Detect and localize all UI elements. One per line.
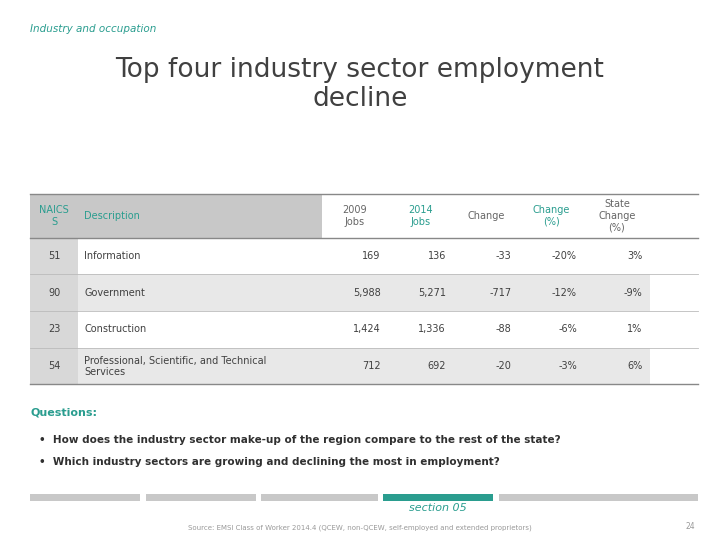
Text: Change: Change: [467, 211, 505, 221]
Bar: [453, 311, 518, 348]
Text: 24: 24: [685, 522, 695, 531]
Bar: [387, 348, 453, 384]
Bar: [518, 348, 584, 384]
Text: Construction: Construction: [84, 325, 146, 334]
Bar: [323, 348, 387, 384]
Bar: [323, 238, 387, 274]
Text: 1,336: 1,336: [418, 325, 446, 334]
Bar: [584, 348, 649, 384]
Bar: [453, 348, 518, 384]
Bar: [30, 274, 78, 311]
Text: •  How does the industry sector make-up of the region compare to the rest of the: • How does the industry sector make-up o…: [39, 435, 560, 445]
Bar: [146, 494, 256, 501]
Text: 5,271: 5,271: [418, 288, 446, 298]
Text: -3%: -3%: [558, 361, 577, 371]
Text: 169: 169: [362, 251, 380, 261]
Text: Top four industry sector employment
decline: Top four industry sector employment decl…: [116, 57, 604, 112]
Text: Change
(%): Change (%): [533, 205, 570, 227]
Text: State
Change
(%): State Change (%): [598, 199, 636, 233]
Text: 136: 136: [428, 251, 446, 261]
Text: 3%: 3%: [627, 251, 642, 261]
Bar: [584, 194, 649, 238]
Text: -20: -20: [495, 361, 511, 371]
Bar: [584, 311, 649, 348]
Bar: [453, 238, 518, 274]
Text: 51: 51: [48, 251, 60, 261]
Text: Description: Description: [84, 211, 140, 221]
Text: NAICS
S: NAICS S: [40, 205, 69, 227]
Text: 1,424: 1,424: [353, 325, 380, 334]
Text: Government: Government: [84, 288, 145, 298]
Bar: [499, 494, 698, 501]
Text: -12%: -12%: [552, 288, 577, 298]
Text: -6%: -6%: [558, 325, 577, 334]
Text: 2014
Jobs: 2014 Jobs: [408, 205, 433, 227]
Bar: [518, 238, 584, 274]
Bar: [323, 274, 387, 311]
Bar: [387, 238, 453, 274]
Text: -9%: -9%: [624, 288, 642, 298]
Bar: [323, 311, 387, 348]
Bar: [518, 194, 584, 238]
Text: 2009
Jobs: 2009 Jobs: [343, 205, 367, 227]
Bar: [383, 494, 493, 501]
Bar: [78, 274, 323, 311]
Bar: [78, 311, 323, 348]
Text: 90: 90: [48, 288, 60, 298]
Bar: [30, 494, 140, 501]
Bar: [78, 348, 323, 384]
Text: Information: Information: [84, 251, 140, 261]
Bar: [453, 194, 518, 238]
Text: 54: 54: [48, 361, 60, 371]
Text: 712: 712: [362, 361, 380, 371]
Text: Industry and occupation: Industry and occupation: [30, 24, 157, 35]
Text: -88: -88: [495, 325, 511, 334]
Bar: [387, 194, 453, 238]
Text: 692: 692: [428, 361, 446, 371]
Text: Source: EMSI Class of Worker 2014.4 (QCEW, non-QCEW, self-employed and extended : Source: EMSI Class of Worker 2014.4 (QCE…: [188, 525, 532, 531]
Text: 5,988: 5,988: [353, 288, 380, 298]
Bar: [518, 311, 584, 348]
Bar: [78, 238, 323, 274]
Bar: [30, 194, 323, 238]
Bar: [30, 238, 78, 274]
Text: section 05: section 05: [409, 503, 467, 514]
Bar: [584, 238, 649, 274]
Text: Professional, Scientific, and Technical
Services: Professional, Scientific, and Technical …: [84, 355, 266, 377]
Bar: [30, 311, 78, 348]
Text: 23: 23: [48, 325, 60, 334]
Text: •  Which industry sectors are growing and declining the most in employment?: • Which industry sectors are growing and…: [39, 457, 500, 467]
Bar: [261, 494, 378, 501]
Text: -33: -33: [495, 251, 511, 261]
Bar: [323, 194, 387, 238]
Bar: [584, 274, 649, 311]
Bar: [30, 348, 78, 384]
Text: Questions:: Questions:: [30, 407, 97, 417]
Bar: [518, 274, 584, 311]
Bar: [387, 274, 453, 311]
Text: 1%: 1%: [627, 325, 642, 334]
Bar: [387, 311, 453, 348]
Bar: [453, 274, 518, 311]
Text: -20%: -20%: [552, 251, 577, 261]
Text: -717: -717: [490, 288, 511, 298]
Text: 6%: 6%: [627, 361, 642, 371]
